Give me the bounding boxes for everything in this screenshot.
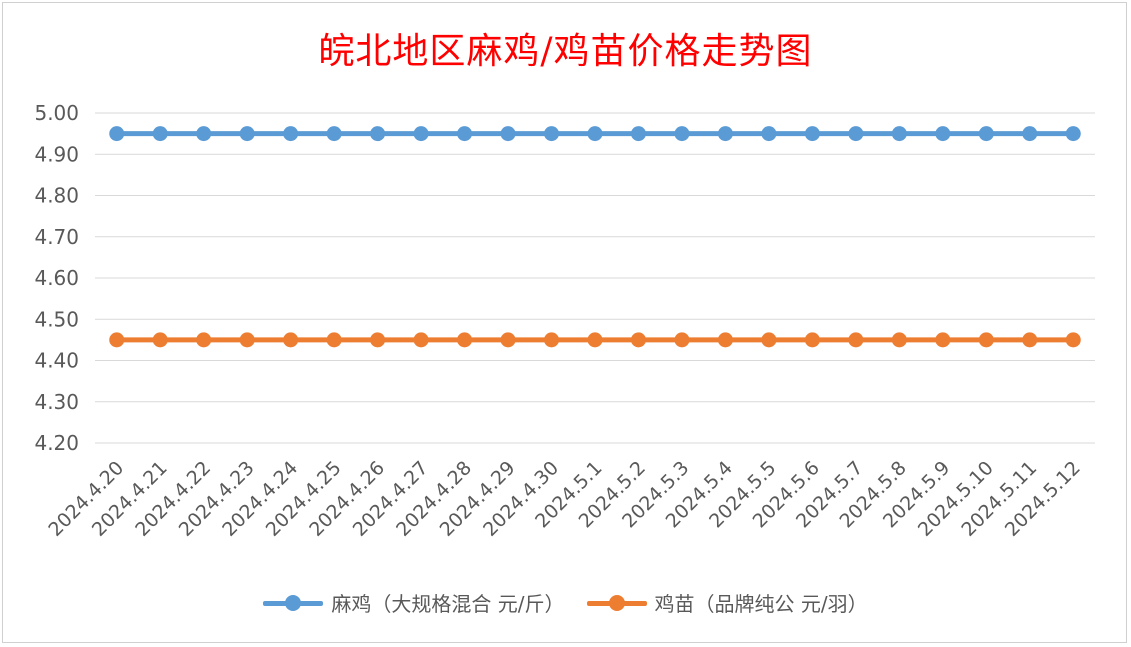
data-point-series-1	[1065, 332, 1081, 348]
data-point-series-1	[239, 332, 255, 348]
data-point-series-1	[804, 332, 820, 348]
data-point-series-0	[674, 126, 690, 142]
data-point-series-1	[196, 332, 212, 348]
y-tick-label: 4.50	[34, 307, 79, 331]
legend-swatch-series-1	[586, 590, 647, 616]
y-tick-label: 4.20	[34, 431, 79, 455]
data-point-series-0	[544, 126, 560, 142]
data-point-series-1	[717, 332, 733, 348]
data-point-series-0	[587, 126, 603, 142]
data-point-series-1	[761, 332, 777, 348]
data-point-series-0	[978, 126, 994, 142]
legend-item-series-0: 麻鸡（大规格混合 元/斤）	[263, 588, 565, 617]
legend-label-series-0: 麻鸡（大规格混合 元/斤）	[331, 592, 565, 616]
data-point-series-0	[891, 126, 907, 142]
data-point-series-1	[587, 332, 603, 348]
y-tick-label: 4.60	[34, 266, 79, 290]
data-point-series-0	[1065, 126, 1081, 142]
data-point-series-0	[457, 126, 473, 142]
legend-item-series-1: 鸡苗（品牌纯公 元/羽）	[586, 588, 868, 617]
data-point-series-1	[891, 332, 907, 348]
data-point-series-1	[370, 332, 386, 348]
data-point-series-1	[978, 332, 994, 348]
data-point-series-1	[457, 332, 473, 348]
data-point-series-1	[1022, 332, 1038, 348]
y-tick-label: 4.40	[34, 349, 79, 373]
legend: 麻鸡（大规格混合 元/斤） 鸡苗（品牌纯公 元/羽）	[0, 588, 1131, 617]
data-point-series-0	[283, 126, 299, 142]
data-point-series-1	[848, 332, 864, 348]
legend-label-series-1: 鸡苗（品牌纯公 元/羽）	[654, 592, 868, 616]
data-point-series-0	[326, 126, 342, 142]
y-tick-label: 4.70	[34, 225, 79, 249]
data-point-series-1	[544, 332, 560, 348]
data-point-series-0	[152, 126, 168, 142]
data-point-series-0	[935, 126, 951, 142]
data-point-series-1	[326, 332, 342, 348]
data-point-series-1	[109, 332, 125, 348]
data-point-series-0	[239, 126, 255, 142]
data-point-series-1	[500, 332, 516, 348]
data-point-series-1	[152, 332, 168, 348]
data-point-series-1	[674, 332, 690, 348]
data-point-series-1	[935, 332, 951, 348]
data-point-series-1	[283, 332, 299, 348]
y-tick-label: 4.30	[34, 390, 79, 414]
data-point-series-1	[630, 332, 646, 348]
data-point-series-0	[630, 126, 646, 142]
data-point-series-0	[109, 126, 125, 142]
y-tick-label: 5.00	[34, 101, 79, 125]
data-point-series-0	[848, 126, 864, 142]
data-point-series-0	[1022, 126, 1038, 142]
data-point-series-0	[196, 126, 212, 142]
data-point-series-0	[413, 126, 429, 142]
data-point-series-0	[804, 126, 820, 142]
data-point-series-0	[761, 126, 777, 142]
data-point-series-0	[370, 126, 386, 142]
data-point-series-0	[717, 126, 733, 142]
y-tick-label: 4.90	[34, 142, 79, 166]
chart-title: 皖北地区麻鸡/鸡苗价格走势图	[318, 31, 813, 72]
data-point-series-0	[500, 126, 516, 142]
y-tick-label: 4.80	[34, 184, 79, 208]
data-point-series-1	[413, 332, 429, 348]
legend-swatch-series-0	[263, 590, 324, 616]
